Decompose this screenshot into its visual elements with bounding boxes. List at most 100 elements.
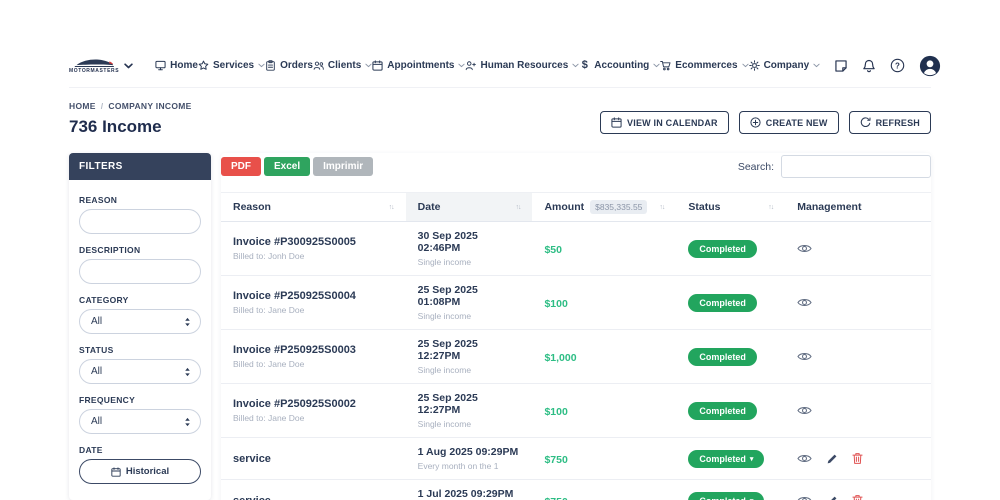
view-icon[interactable] xyxy=(797,495,812,500)
nav-item-clients[interactable]: Clients xyxy=(313,60,372,71)
svg-text:?: ? xyxy=(895,61,900,70)
brand-name: MOTORMASTERS xyxy=(69,68,120,74)
row-date: 1 Aug 2025 09:29PM xyxy=(417,446,519,458)
view-icon[interactable] xyxy=(797,405,812,416)
row-frequency: Single income xyxy=(417,365,472,375)
gear-icon xyxy=(748,60,760,71)
search-input[interactable] xyxy=(781,155,931,178)
pencil-icon xyxy=(826,495,838,500)
col-status[interactable]: Status ↑↓ xyxy=(676,192,786,222)
nav-utilities: ? xyxy=(834,55,941,77)
view-icon[interactable] xyxy=(797,243,812,254)
export-excel-button[interactable]: Excel xyxy=(264,157,311,176)
avatar[interactable] xyxy=(919,55,941,77)
status-badge[interactable]: Completed▾ xyxy=(688,450,765,468)
chevron-down-icon: ▾ xyxy=(749,455,754,463)
app-root: MOTORMASTERS Home Services Orders Clients Ap… xyxy=(69,0,941,500)
content: FILTERS REASON DESCRIPTION CATEGORY All STAT… xyxy=(69,153,931,500)
filter-select-status[interactable]: All xyxy=(79,359,201,384)
table-body: Invoice #P300925S0005 Billed to: Jonh Doe… xyxy=(221,221,931,500)
selected-value: All xyxy=(91,366,103,377)
view-in-calendar-button[interactable]: VIEW IN CALENDAR xyxy=(600,111,729,134)
button-label: REFRESH xyxy=(875,117,920,128)
filter-date-historical-button[interactable]: Historical xyxy=(79,459,201,484)
nav-item-label: Home xyxy=(170,60,198,71)
sort-icon: ↑↓ xyxy=(388,203,395,211)
monitor-icon xyxy=(155,60,166,71)
sort-icon: ↑↓ xyxy=(768,203,774,211)
column-label: Status xyxy=(688,201,721,213)
refresh-button[interactable]: REFRESH xyxy=(848,111,931,134)
filter-select-category[interactable]: All xyxy=(79,309,201,334)
row-date: 1 Jul 2025 09:29PM xyxy=(417,488,514,500)
col-amount[interactable]: Amount $835,335.55 ↑↓ xyxy=(532,192,677,222)
trash-icon xyxy=(852,494,863,500)
edit-icon[interactable] xyxy=(826,453,838,465)
calendar-icon xyxy=(611,117,622,128)
filter-label-description: DESCRIPTION xyxy=(79,245,141,255)
view-icon[interactable] xyxy=(797,297,812,308)
trash-icon xyxy=(852,452,863,465)
nav-item-label: Human Resources xyxy=(480,60,569,71)
row-amount: $750 xyxy=(544,496,567,500)
status-badge: Completed xyxy=(688,294,757,312)
button-label: Historical xyxy=(125,466,170,477)
col-date[interactable]: Date ↑↓ xyxy=(405,192,533,222)
status-badge: Completed xyxy=(688,240,757,258)
eye-icon xyxy=(797,405,812,416)
management-actions xyxy=(797,351,919,362)
table-header-row: Reason ↑↓ Date ↑↓ Amount $835,335.55 ↑↓ Status ↑… xyxy=(221,192,931,222)
help-icon: ? xyxy=(890,58,905,73)
nav-item-ecommerces[interactable]: Ecommerces xyxy=(660,60,749,71)
chevron-down-icon xyxy=(653,63,660,68)
status-badge: Completed xyxy=(688,402,757,420)
brand-logo[interactable]: MOTORMASTERS xyxy=(69,57,133,74)
row-date: 25 Sep 2025 01:08PM xyxy=(417,284,478,308)
nav-item-home[interactable]: Home xyxy=(155,60,198,71)
nav-item-appointments[interactable]: Appointments xyxy=(372,60,466,71)
filter-label-category: CATEGORY xyxy=(79,295,129,305)
delete-icon[interactable] xyxy=(852,452,863,465)
nav-item-accounting[interactable]: $ Accounting xyxy=(579,60,660,71)
breadcrumb-company-income: COMPANY INCOME xyxy=(108,101,192,111)
row-amount: $50 xyxy=(544,243,562,256)
export-pdf-button[interactable]: PDF xyxy=(221,157,261,176)
notes-button[interactable] xyxy=(834,59,848,73)
status-badge[interactable]: Completed▾ xyxy=(688,492,765,500)
view-icon[interactable] xyxy=(797,453,812,464)
refresh-icon xyxy=(860,117,871,128)
column-label: Reason xyxy=(233,201,271,213)
filter-input-reason[interactable] xyxy=(79,209,201,234)
col-reason[interactable]: Reason ↑↓ xyxy=(221,192,406,222)
chevron-down-icon xyxy=(741,63,749,68)
view-icon[interactable] xyxy=(797,351,812,362)
header-actions: VIEW IN CALENDAR CREATE NEW REFRESH xyxy=(600,111,931,134)
table-row: Invoice #P300925S0005 Billed to: Jonh Doe… xyxy=(221,221,931,276)
table-row: service 1 Aug 2025 09:29PM Every month on … xyxy=(221,437,931,480)
management-actions xyxy=(797,452,919,465)
nav-item-services[interactable]: Services xyxy=(198,60,265,71)
chevron-down-icon xyxy=(458,63,466,68)
row-reason: Invoice #P250925S0003 xyxy=(233,344,356,356)
sort-icon: ↑↓ xyxy=(659,203,665,211)
nav-item-company[interactable]: Company xyxy=(748,60,821,71)
help-button[interactable]: ? xyxy=(890,58,905,73)
breadcrumb-home[interactable]: HOME xyxy=(69,101,96,111)
delete-icon[interactable] xyxy=(852,494,863,500)
management-actions xyxy=(797,243,919,254)
selected-value: All xyxy=(91,416,103,427)
nav-item-human-resources[interactable]: Human Resources xyxy=(465,60,579,71)
nav-item-orders[interactable]: Orders xyxy=(265,60,313,71)
create-new-button[interactable]: CREATE NEW xyxy=(738,111,839,134)
row-billed-to: Billed to: Jonh Doe xyxy=(233,251,305,261)
filter-label-status: STATUS xyxy=(79,345,114,355)
edit-icon[interactable] xyxy=(826,495,838,500)
bell-button[interactable] xyxy=(862,59,876,73)
export-imprimir-button[interactable]: Imprimir xyxy=(313,157,374,176)
cart-icon xyxy=(660,60,671,71)
row-frequency: Single income xyxy=(417,419,472,429)
filter-select-frequency[interactable]: All xyxy=(79,409,201,434)
filter-input-description[interactable] xyxy=(79,259,201,284)
income-table-card: PDF Excel Imprimir Search: Reason ↑↓ Date ↑↓ A… xyxy=(221,153,931,500)
